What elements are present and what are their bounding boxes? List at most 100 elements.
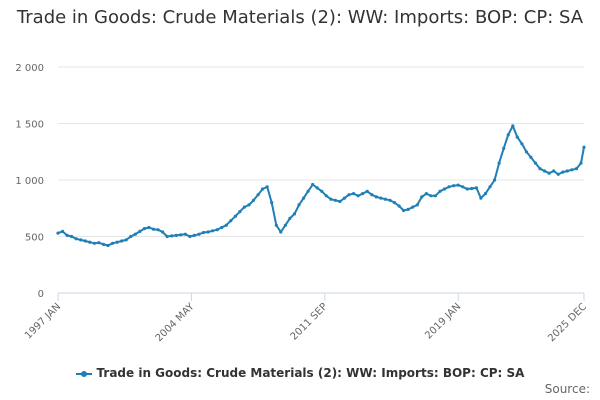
data-point[interactable] [147,225,151,230]
data-point[interactable] [142,227,146,231]
data-point[interactable] [524,150,529,154]
data-point[interactable] [582,145,586,149]
data-point[interactable] [570,168,574,172]
data-point[interactable] [279,230,283,234]
data-point[interactable] [115,240,119,244]
data-point[interactable] [333,198,337,202]
data-point[interactable] [493,178,497,182]
data-point[interactable] [543,169,547,173]
data-point[interactable] [533,161,538,165]
data-point[interactable] [201,230,206,235]
data-point[interactable] [429,194,433,198]
data-point[interactable] [170,234,174,238]
data-point[interactable] [292,212,297,216]
data-point[interactable] [474,186,478,190]
data-point[interactable] [420,195,424,199]
data-point[interactable] [556,172,560,176]
data-point[interactable] [329,197,333,201]
data-point[interactable] [283,223,287,227]
data-point[interactable] [561,170,565,174]
data-point[interactable] [83,239,87,243]
data-point[interactable] [324,194,328,198]
data-point[interactable] [88,240,92,244]
data-point[interactable] [165,234,169,239]
data-point[interactable] [274,223,278,227]
data-point[interactable] [552,169,556,173]
data-point[interactable] [161,230,165,234]
data-point[interactable] [511,124,515,128]
data-point[interactable] [547,171,551,175]
data-point[interactable] [342,196,347,200]
data-point[interactable] [129,234,133,239]
data-point[interactable] [242,205,246,209]
data-point[interactable] [211,229,215,233]
data-point[interactable] [461,185,465,189]
data-point[interactable] [120,239,124,243]
data-point[interactable] [70,234,74,239]
data-point[interactable] [411,205,415,209]
data-point[interactable] [374,195,378,199]
data-point[interactable] [456,183,460,187]
data-point[interactable] [352,192,356,196]
data-point[interactable] [388,198,392,202]
data-point[interactable] [206,230,210,234]
data-point[interactable] [229,219,233,223]
data-point[interactable] [179,233,183,237]
data-point[interactable] [370,193,374,197]
data-point[interactable] [479,196,483,200]
legend[interactable]: Trade in Goods: Crude Materials (2): WW:… [0,366,600,380]
data-point[interactable] [361,192,365,196]
data-point[interactable] [320,189,324,193]
data-point[interactable] [247,203,251,207]
data-point[interactable] [306,189,310,193]
data-point[interactable] [365,189,369,193]
data-point[interactable] [402,208,406,213]
data-point[interactable] [470,186,474,191]
data-point[interactable] [188,234,192,239]
data-point[interactable] [515,135,519,139]
data-point[interactable] [101,242,106,246]
data-point[interactable] [442,187,447,191]
data-point[interactable] [60,229,65,233]
data-point[interactable] [433,194,437,198]
data-point[interactable] [133,232,137,236]
data-point[interactable] [197,232,201,236]
data-point[interactable] [251,198,256,202]
data-point[interactable] [174,233,178,237]
data-point[interactable] [265,185,269,189]
data-point[interactable] [238,210,242,214]
data-point[interactable] [74,237,78,241]
data-point[interactable] [379,196,383,200]
data-point[interactable] [311,182,315,187]
data-point[interactable] [397,204,401,208]
data-point[interactable] [574,167,579,171]
data-point[interactable] [383,197,387,201]
data-point[interactable] [111,241,115,245]
data-point[interactable] [502,146,506,150]
data-point[interactable] [356,194,360,198]
data-point[interactable] [215,228,219,232]
data-point[interactable] [438,189,442,193]
data-point[interactable] [392,201,397,205]
data-point[interactable] [520,142,524,146]
data-point[interactable] [97,241,101,245]
data-point[interactable] [538,167,542,171]
data-point[interactable] [529,155,533,159]
data-point[interactable] [151,227,156,231]
credits-link[interactable]: Source: [544,382,590,396]
data-point[interactable] [565,169,569,173]
data-point[interactable] [106,243,110,248]
data-point[interactable] [124,238,128,242]
data-point[interactable] [424,192,428,196]
data-point[interactable] [483,192,488,196]
data-point[interactable] [415,203,419,207]
data-point[interactable] [220,225,224,230]
data-point[interactable] [261,187,265,191]
data-point[interactable] [183,232,187,236]
data-point[interactable] [406,207,410,211]
data-point[interactable] [447,185,451,189]
data-point[interactable] [256,193,260,197]
data-point[interactable] [497,161,501,165]
data-point[interactable] [65,233,69,237]
data-point[interactable] [452,184,456,188]
